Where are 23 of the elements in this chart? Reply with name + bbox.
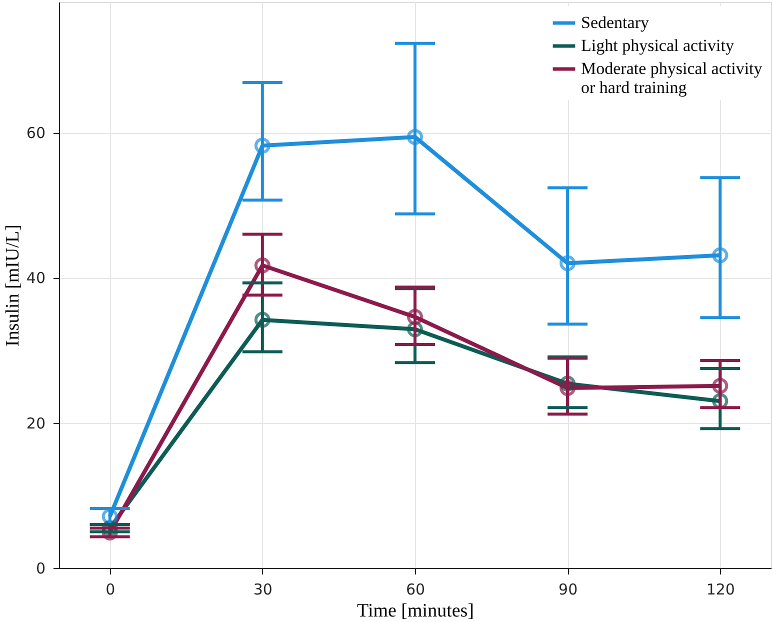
x-tick-label: 120 xyxy=(706,580,735,598)
point xyxy=(406,128,424,145)
x-axis-title: Time [minutes] xyxy=(357,600,474,622)
point xyxy=(712,378,728,394)
point xyxy=(254,138,270,154)
point xyxy=(712,247,728,264)
point xyxy=(406,308,424,325)
x-tick-label: 0 xyxy=(106,580,116,598)
point xyxy=(254,312,270,328)
point xyxy=(560,380,576,396)
y-tick-label: 20 xyxy=(26,414,46,432)
y-tick-label: 0 xyxy=(36,560,46,578)
y-axis-title: Insulin [mIU/L] xyxy=(2,224,24,346)
legend-label: Sedentary xyxy=(581,13,650,32)
y-tick-label: 60 xyxy=(26,124,46,142)
x-tick-label: 60 xyxy=(406,580,426,598)
y-tick-label: 40 xyxy=(26,269,46,288)
x-tick-label: 30 xyxy=(253,580,272,598)
legend-label: Moderate physical activity or hard training xyxy=(581,59,763,97)
legend-label: Light physical activity xyxy=(581,36,734,55)
x-tick-label: 90 xyxy=(558,580,578,598)
point xyxy=(560,255,576,272)
point xyxy=(254,257,270,274)
